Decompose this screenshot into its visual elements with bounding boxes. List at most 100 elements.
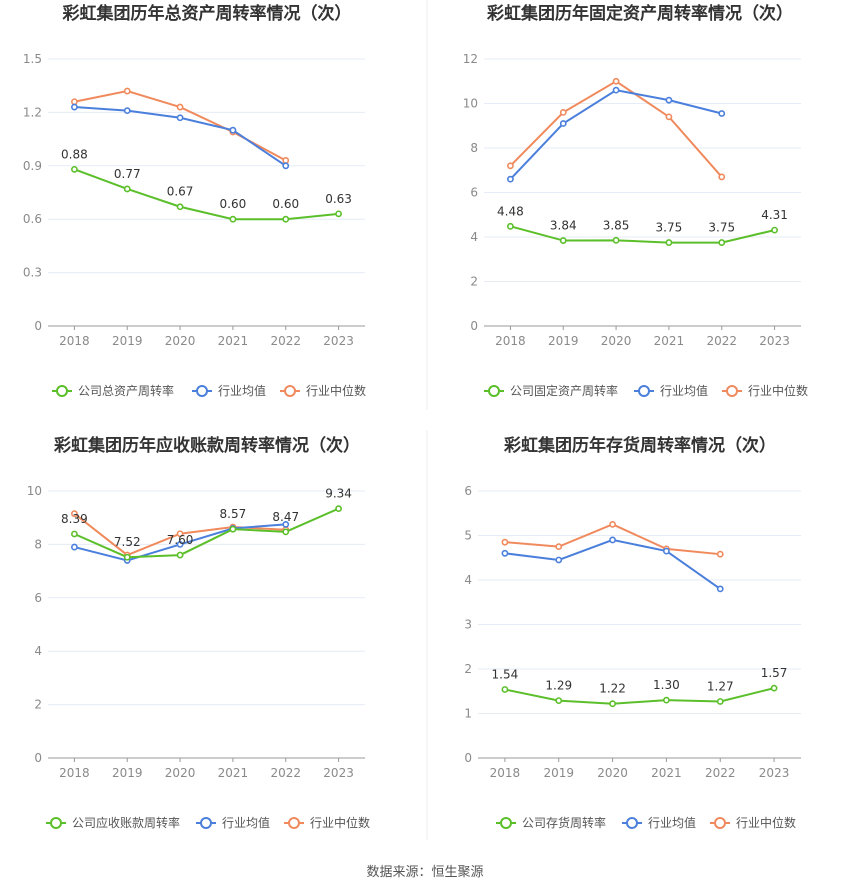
legend-item-company[interactable]: 公司固定资产周转率	[484, 383, 618, 398]
data-label: 0.63	[325, 192, 352, 206]
data-point-company	[771, 226, 778, 234]
data-label: 3.75	[656, 221, 683, 235]
legend-label: 公司存货周转率	[522, 815, 606, 830]
series-line-company	[74, 507, 339, 559]
data-label: 1.54	[492, 667, 519, 681]
data-point-avg	[718, 110, 726, 117]
x-tick-label: 2022	[705, 766, 736, 780]
data-point-avg	[282, 520, 290, 528]
x-tick-label: 2023	[759, 766, 790, 780]
x-tick-label: 2021	[654, 334, 685, 348]
x-tick-label: 2018	[490, 766, 521, 780]
legend-swatch-marker	[200, 817, 212, 829]
data-point-company	[501, 686, 509, 693]
y-tick-label: 4	[470, 230, 478, 244]
y-tick-label: 0	[464, 751, 472, 765]
y-tick-label: 0.9	[23, 159, 42, 173]
legend-item-median[interactable]: 行业中位数	[280, 383, 366, 398]
legend-item-company[interactable]: 公司应收账款周转率	[46, 815, 180, 830]
y-tick-label: 6	[470, 186, 478, 200]
y-tick-label: 3	[464, 618, 472, 632]
legend-item-median[interactable]: 行业中位数	[710, 815, 796, 830]
legend-item-company[interactable]: 公司存货周转率	[496, 815, 606, 830]
data-point-avg	[555, 556, 563, 564]
x-tick-label: 2023	[759, 334, 790, 348]
y-tick-label: 8	[470, 141, 478, 155]
data-point-median	[612, 77, 620, 85]
data-point-avg	[123, 107, 131, 115]
series-line-company	[510, 225, 775, 244]
legend-item-median[interactable]: 行业中位数	[722, 383, 808, 398]
data-point-avg	[501, 549, 509, 557]
data-label: 0.67	[167, 185, 194, 199]
legend-swatch-marker	[726, 385, 738, 397]
data-point-median	[718, 173, 726, 181]
y-tick-label: 10	[27, 484, 42, 498]
legend-label: 行业中位数	[306, 383, 366, 398]
chart-title: 彩虹集团历年固定资产周转率情况（次）	[486, 3, 793, 24]
data-point-company	[335, 505, 342, 513]
legend-item-avg[interactable]: 行业均值	[192, 383, 266, 398]
x-tick-label: 2019	[543, 766, 574, 780]
data-point-avg	[663, 547, 670, 555]
data-point-avg	[229, 126, 237, 134]
legend-swatch-marker	[56, 385, 68, 397]
data-point-avg	[176, 114, 184, 122]
y-tick-label: 1.2	[23, 105, 42, 119]
data-point-company	[123, 553, 131, 561]
series-line-avg	[504, 538, 721, 590]
y-tick-label: 8	[34, 537, 42, 551]
chart-panel-1: 彩虹集团历年总资产周转率情况（次） 0 0.3 0.6 0.9 1.2 1.5 2018 201…	[23, 3, 366, 398]
data-label: 4.48	[497, 204, 524, 218]
data-point-median	[555, 543, 563, 551]
legend-item-median[interactable]: 行业中位数	[284, 815, 370, 830]
data-point-avg	[612, 86, 620, 94]
x-tick-label: 2018	[59, 334, 90, 348]
data-label: 9.34	[325, 487, 352, 501]
x-tick-label: 2022	[706, 334, 737, 348]
data-point-median	[609, 520, 616, 528]
x-tick-label: 2021	[218, 766, 249, 780]
legend-item-avg[interactable]: 行业均值	[196, 815, 270, 830]
chart-title: 彩虹集团历年总资产周转率情况（次）	[62, 3, 352, 24]
chart-panel-4: 彩虹集团历年存货周转率情况（次） 0 1 2 3 4 5 6 2018 2019 2020 2021 2…	[464, 435, 801, 830]
y-tick-label: 0	[34, 751, 42, 765]
x-tick-label: 2022	[270, 334, 301, 348]
data-point-company	[71, 530, 78, 538]
y-tick-label: 0	[470, 319, 478, 333]
legend-label: 行业均值	[218, 383, 266, 398]
legend-item-avg[interactable]: 行业均值	[622, 815, 696, 830]
chart-panel-2: 彩虹集团历年固定资产周转率情况（次） 0 2 4 6 8 10 12 2018 2019 2020 2…	[463, 3, 808, 398]
y-tick-label: 10	[463, 97, 478, 111]
data-label: 3.85	[603, 218, 630, 232]
x-tick-label: 2020	[597, 766, 628, 780]
chart-title: 彩虹集团历年存货周转率情况（次）	[503, 435, 776, 456]
y-tick-label: 5	[464, 529, 472, 543]
data-point-company	[555, 697, 563, 704]
data-point-company	[716, 698, 724, 705]
x-tick-label: 2021	[651, 766, 682, 780]
x-tick-label: 2021	[218, 334, 249, 348]
data-label: 0.60	[272, 197, 299, 211]
legend-swatch-marker	[638, 385, 650, 397]
data-label: 7.52	[114, 535, 141, 549]
legend-label: 公司固定资产周转率	[510, 383, 618, 398]
data-label: 8.57	[220, 507, 247, 521]
legend-item-avg[interactable]: 行业均值	[634, 383, 708, 398]
data-point-company	[770, 684, 778, 692]
y-tick-label: 0.6	[23, 212, 42, 226]
legend-item-company[interactable]: 公司总资产周转率	[52, 383, 174, 398]
data-point-median	[71, 510, 78, 518]
data-label: 3.75	[708, 221, 735, 235]
legend-swatch-marker	[500, 817, 512, 829]
data-point-median	[665, 113, 673, 121]
data-point-avg	[282, 162, 290, 170]
data-label: 8.47	[272, 510, 299, 524]
data-label: 0.60	[220, 197, 247, 211]
data-point-avg	[71, 103, 78, 111]
data-point-company	[176, 551, 184, 559]
data-point-avg	[176, 541, 184, 548]
series-line-median	[74, 90, 287, 162]
data-label: 1.27	[707, 679, 734, 693]
